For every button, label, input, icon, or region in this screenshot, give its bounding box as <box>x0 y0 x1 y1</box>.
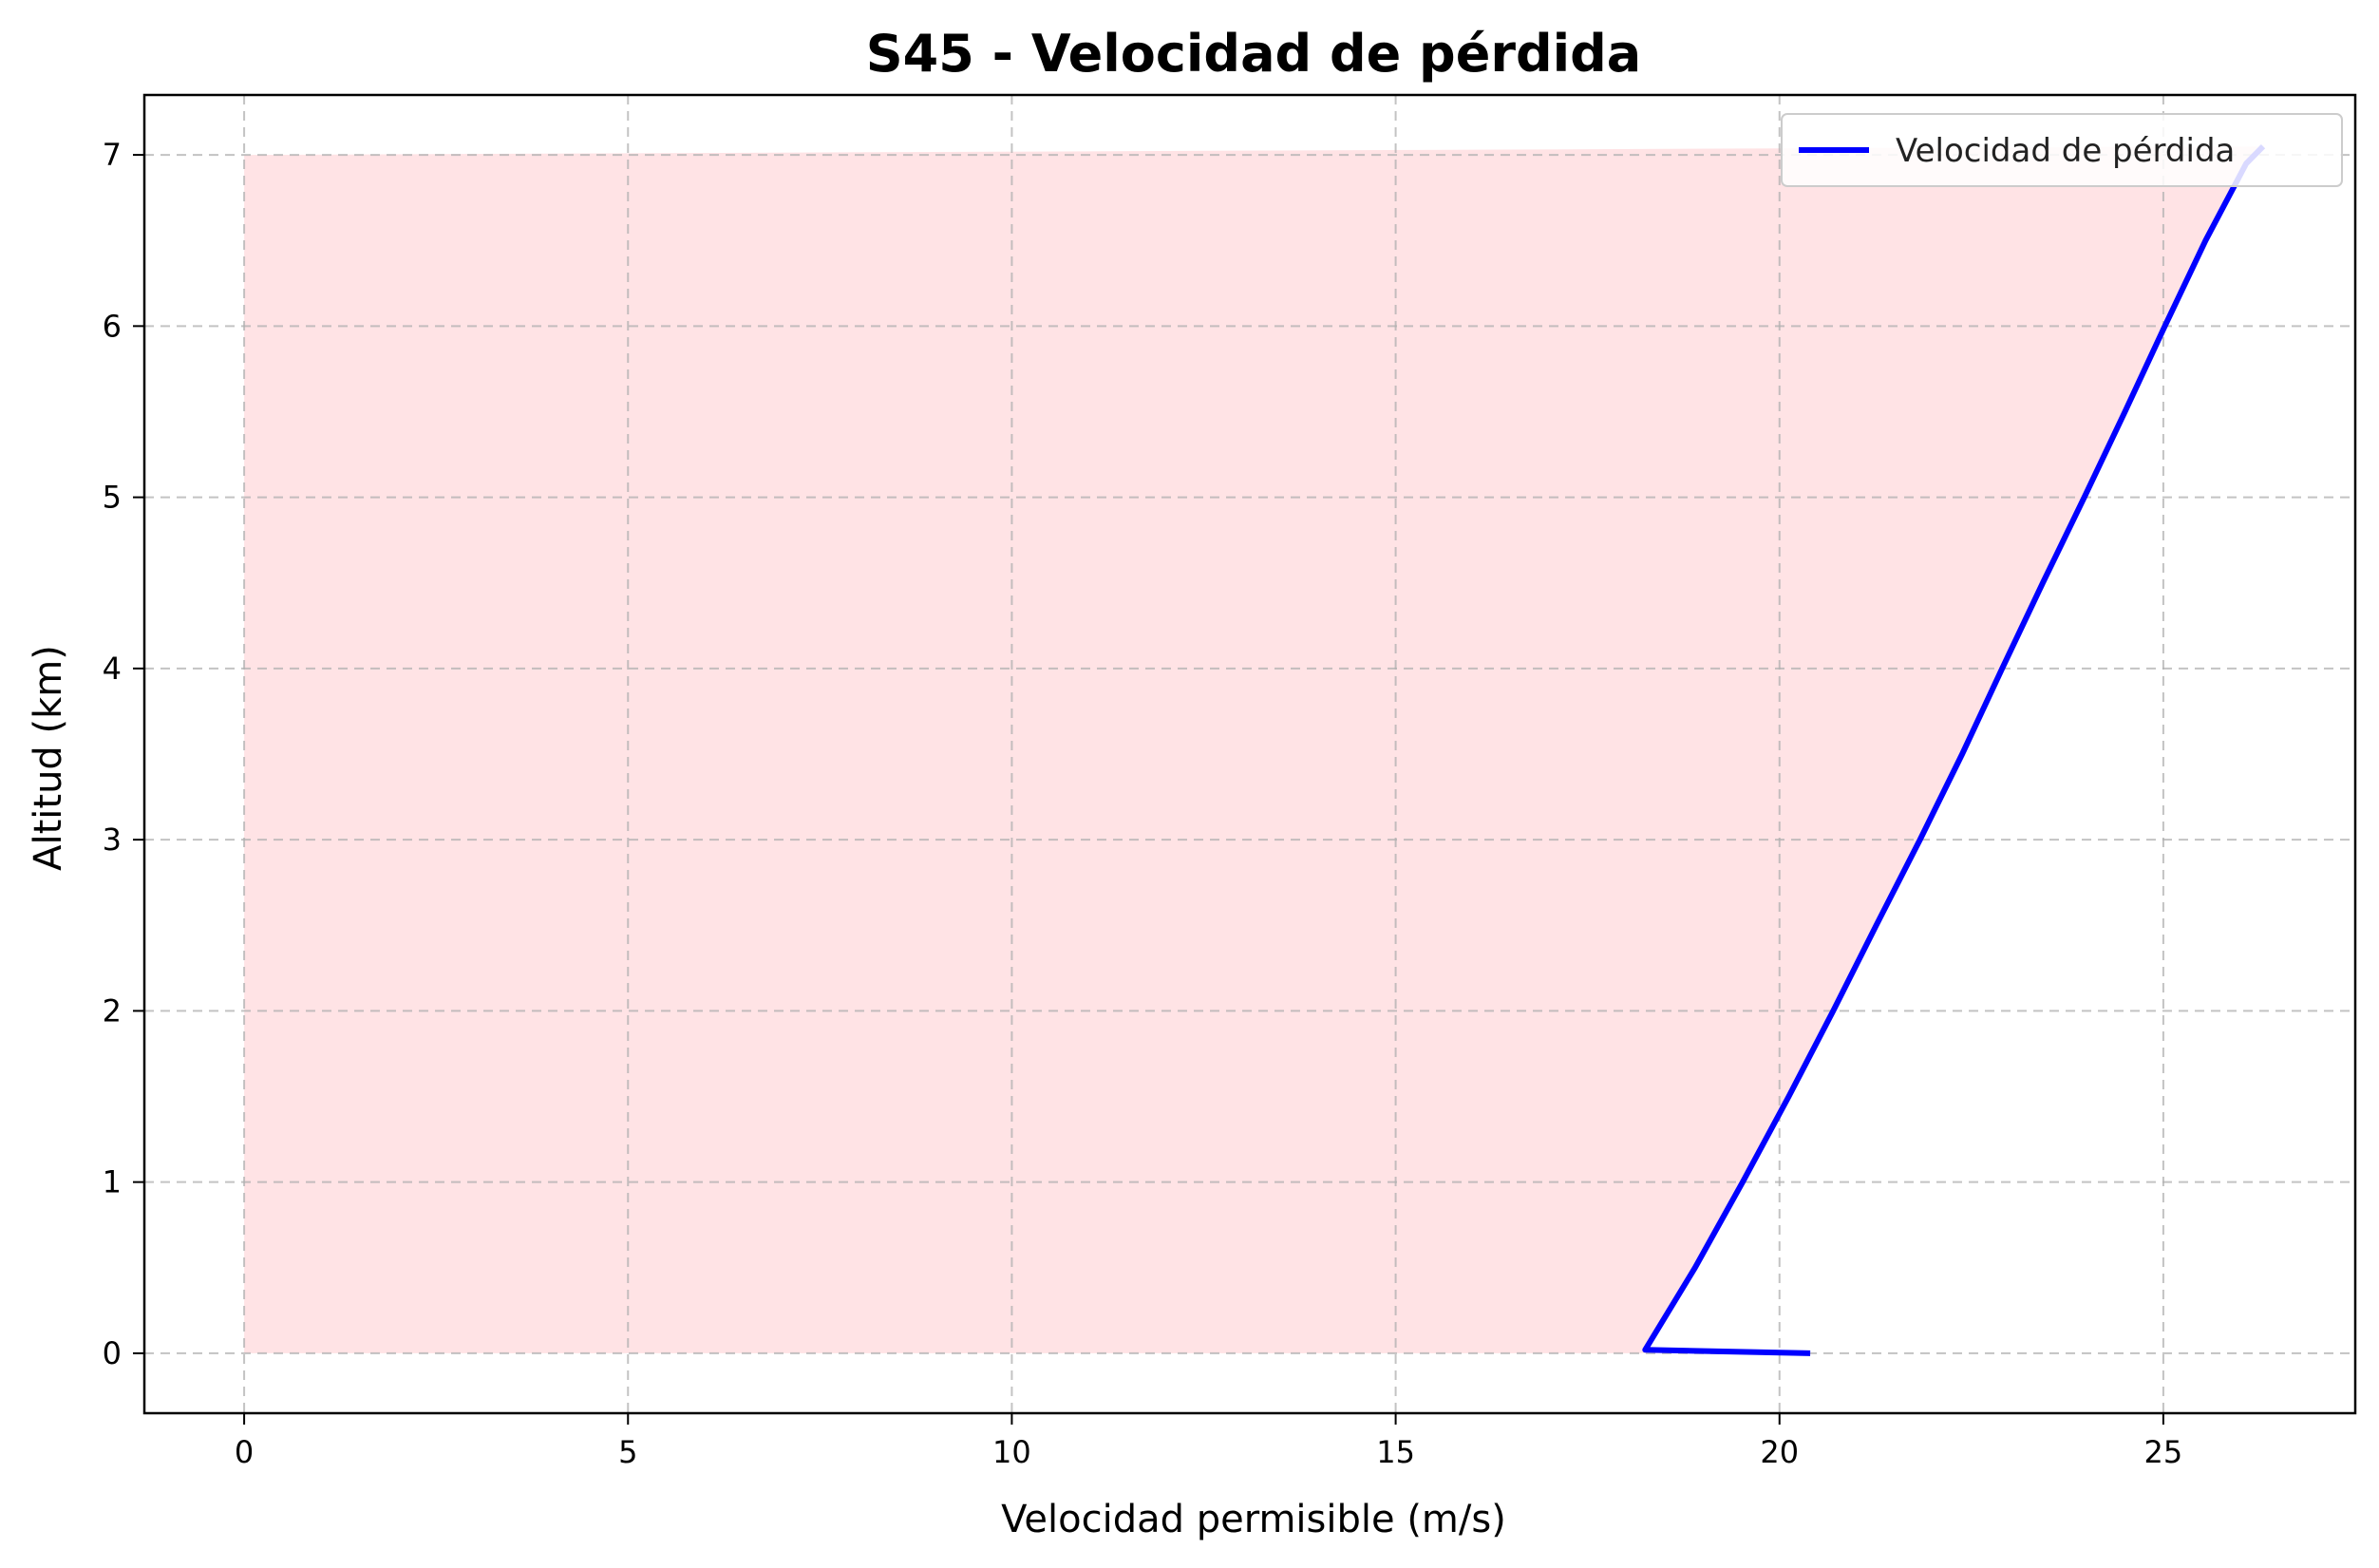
y-tick-label: 5 <box>103 480 122 516</box>
x-tick-label: 15 <box>1376 1434 1415 1470</box>
legend-box <box>1781 113 2343 187</box>
y-tick-label: 4 <box>103 651 122 687</box>
y-tick-label: 7 <box>103 137 122 173</box>
x-tick-label: 0 <box>235 1434 254 1470</box>
x-tick-label: 20 <box>1760 1434 1799 1470</box>
axes-frame <box>142 93 2357 1415</box>
y-tick-label: 2 <box>103 992 122 1029</box>
y-axis-label: Altitud (km) <box>27 645 70 871</box>
x-axis-label: Velocidad permisible (m/s) <box>1001 1498 1506 1541</box>
y-tick-label: 3 <box>103 822 122 858</box>
series-line <box>1642 143 2266 1356</box>
chart-title: S45 - Velocidad de pérdida <box>866 24 1641 84</box>
y-tick-label: 1 <box>103 1164 122 1200</box>
x-tick-label: 25 <box>2144 1434 2183 1470</box>
x-tick-label: 10 <box>992 1434 1031 1470</box>
y-tick-label: 0 <box>103 1335 122 1371</box>
plot-area: 0 5 10 15 20 25 0 1 2 3 4 5 6 7 Velocidad de pérdida <box>103 93 2357 1470</box>
legend-label: Velocidad de pérdida <box>1896 132 2235 170</box>
x-tick-label: 5 <box>618 1434 637 1470</box>
y-tick-label: 6 <box>103 308 122 344</box>
fill-region <box>244 146 2263 1353</box>
